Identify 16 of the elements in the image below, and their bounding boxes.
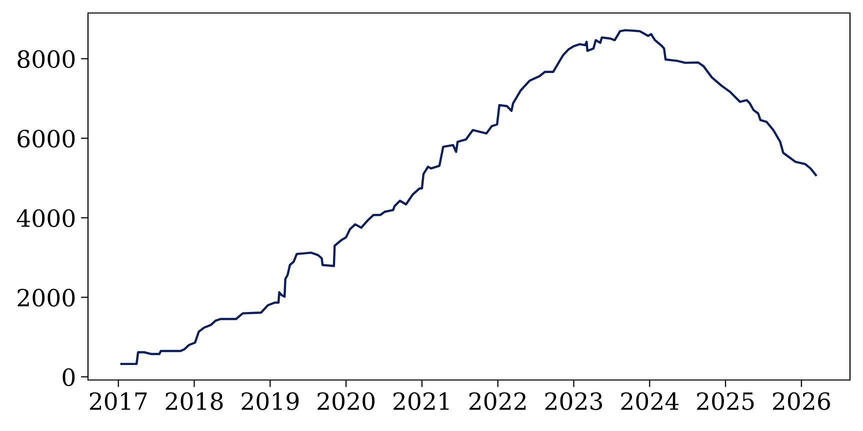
x-tick-label: 2019 <box>242 392 299 410</box>
line-series <box>120 29 817 366</box>
x-tick-label: 2024 <box>621 392 678 410</box>
x-tick-label: 2020 <box>318 392 375 410</box>
y-tick-label: 4000 <box>16 209 75 228</box>
x-tick-label: 2022 <box>469 392 526 410</box>
y-tick-label: 8000 <box>18 50 75 68</box>
x-tick-label: 2018 <box>166 392 223 410</box>
y-tick-label: 2000 <box>18 288 75 307</box>
y-tick-label: 0 <box>62 368 75 386</box>
x-tick-label: 2023 <box>545 392 602 410</box>
x-tick-label: 2017 <box>90 392 147 410</box>
x-tick-label: 2026 <box>772 392 830 410</box>
y-tick-label: 6000 <box>18 130 75 148</box>
x-tick-label: 2021 <box>394 392 449 410</box>
x-tick-label: 2025 <box>697 392 754 410</box>
